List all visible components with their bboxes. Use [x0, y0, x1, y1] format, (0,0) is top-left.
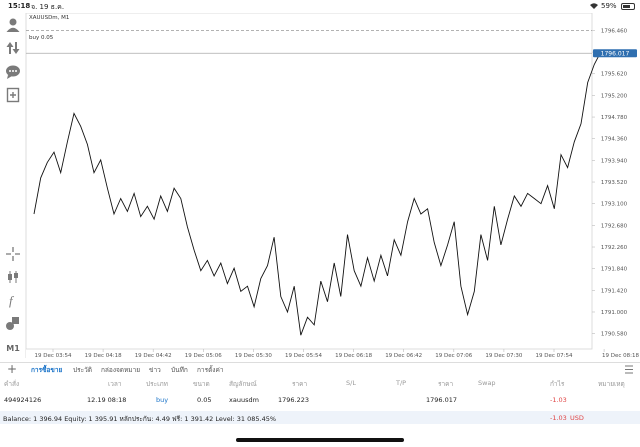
- battery-icon: [621, 3, 635, 10]
- order-type: buy: [156, 396, 169, 404]
- y-tick-label: 1792.680: [601, 223, 628, 229]
- indicators-icon[interactable]: f: [5, 292, 21, 308]
- new-order-icon[interactable]: [5, 87, 21, 103]
- order-time: 12.19 08:18: [87, 396, 127, 404]
- tab-journal[interactable]: บันทึก: [171, 366, 188, 374]
- current-price-tag: 1796.017: [593, 49, 637, 58]
- x-tick-label: 19 Dec 07:30: [485, 353, 522, 359]
- col-price-open: ราคา: [292, 380, 308, 388]
- col-tp: T/P: [396, 379, 407, 387]
- tab-menu-icon[interactable]: [624, 365, 634, 374]
- total-profit: -1.03: [550, 414, 567, 422]
- x-tick-label: 19 Dec 03:54: [35, 353, 72, 359]
- y-tick-label: 1790.580: [601, 332, 628, 338]
- col-time: เวลา: [108, 380, 122, 388]
- price-series-line: [33, 51, 602, 336]
- tab-mailbox[interactable]: กล่องจดหมาย: [101, 366, 141, 374]
- x-tick-label: 19 Dec 06:18: [335, 353, 372, 359]
- col-sl: S/L: [346, 379, 356, 387]
- col-profit: กำไร: [550, 380, 565, 388]
- order-symbol: xauusdm: [229, 396, 259, 404]
- order-open-price: 1796.223: [278, 396, 310, 404]
- x-tick-label: 19 Dec 05:54: [285, 353, 322, 359]
- status-time: 15:18: [8, 2, 31, 10]
- balance-bar: Balance: 1 396.94 Equity: 1 395.91 หลักป…: [0, 411, 640, 424]
- chart-type-icon[interactable]: [5, 269, 21, 285]
- balance-summary: Balance: 1 396.94 Equity: 1 395.91 หลักป…: [3, 415, 277, 423]
- col-price-current: ราคา: [438, 380, 454, 388]
- y-tick-label: 1792.260: [601, 245, 628, 251]
- col-swap: Swap: [478, 379, 496, 387]
- tab-news[interactable]: ข่าว: [149, 366, 161, 374]
- add-icon[interactable]: +: [7, 362, 18, 376]
- status-bar: 15:18 จ. 19 ธ.ค. 59%: [0, 0, 640, 13]
- y-tick-label: 1791.000: [601, 310, 628, 316]
- y-tick-label: 1793.100: [601, 202, 628, 208]
- x-tick-label: 19 Dec 04:42: [135, 353, 172, 359]
- home-indicator: [236, 438, 404, 442]
- x-tick-label: 19 Dec 05:30: [235, 353, 272, 359]
- order-id: 494924126: [4, 396, 42, 404]
- col-symbol: สัญลักษณ์: [229, 380, 257, 388]
- trade-table-header: คำสั่ง เวลา ประเภท ขนาด สัญลักษณ์ ราคา S…: [0, 379, 640, 389]
- timeframe-button[interactable]: M1: [6, 343, 20, 353]
- col-comment: หมายเหตุ: [598, 380, 625, 388]
- account-icon[interactable]: [5, 17, 21, 33]
- svg-text:f: f: [9, 293, 15, 308]
- y-tick-label: 1796.460: [601, 28, 628, 34]
- tab-trade[interactable]: การซื้อขาย: [31, 366, 63, 374]
- y-axis: 1796.4601796.0401795.6201795.2001794.780…: [592, 28, 628, 338]
- col-order: คำสั่ง: [4, 380, 20, 388]
- tab-history[interactable]: ประวัติ: [73, 366, 92, 374]
- x-axis: 19 Dec 03:54 19 Dec 04:18 19 Dec 04:42 19 D…: [35, 349, 639, 359]
- chat-icon[interactable]: [5, 64, 21, 80]
- current-price-label: 1796.017: [601, 50, 630, 57]
- trade-arrows-icon[interactable]: [5, 40, 21, 56]
- y-tick-label: 1794.780: [601, 115, 628, 121]
- x-tick-label: 19 Dec 05:06: [185, 353, 222, 359]
- x-tick-label: 19 Dec 06:42: [385, 353, 422, 359]
- wifi-icon: [589, 2, 599, 12]
- crosshair-icon[interactable]: [5, 246, 21, 262]
- objects-icon[interactable]: [5, 315, 21, 331]
- terminal-tabs: + การซื้อขาย ประวัติ กล่องจดหมาย ข่าว บั…: [0, 362, 640, 376]
- x-tick-label: 19 Dec 07:54: [536, 353, 573, 359]
- chart-canvas: 1796.4601796.0401795.6201795.2001794.780…: [26, 13, 639, 359]
- y-tick-label: 1795.200: [601, 93, 628, 99]
- col-type: ประเภท: [146, 380, 168, 388]
- y-tick-label: 1791.840: [601, 267, 628, 273]
- price-chart[interactable]: 1796.4601796.0401795.6201795.2001794.780…: [26, 13, 640, 360]
- order-volume: 0.05: [197, 396, 212, 404]
- x-tick-label: 19 Dec 07:06: [435, 353, 472, 359]
- buy-line-label: buy 0.05: [29, 35, 54, 41]
- currency-label: USD: [570, 414, 584, 422]
- y-tick-label: 1793.940: [601, 158, 628, 164]
- y-tick-label: 1791.420: [601, 288, 628, 294]
- x-tick-label: 19 Dec 08:18: [602, 353, 639, 359]
- chart-symbol-label: XAUUSDm, M1: [29, 15, 70, 21]
- table-row[interactable]: 494924126 12.19 08:18 buy 0.05 xauusdm 1…: [0, 396, 640, 408]
- col-volume: ขนาด: [193, 380, 210, 388]
- y-tick-label: 1795.620: [601, 72, 628, 78]
- order-profit: -1.03: [550, 396, 567, 404]
- chart-toolbar: f M1: [0, 13, 26, 358]
- order-current-price: 1796.017: [426, 396, 458, 404]
- y-tick-label: 1793.520: [601, 180, 628, 186]
- x-tick-label: 19 Dec 04:18: [85, 353, 122, 359]
- tab-settings[interactable]: การตั้งค่า: [197, 366, 224, 374]
- y-tick-label: 1794.360: [601, 137, 628, 143]
- battery-percent: 59%: [601, 2, 617, 10]
- status-date: จ. 19 ธ.ค.: [31, 3, 65, 11]
